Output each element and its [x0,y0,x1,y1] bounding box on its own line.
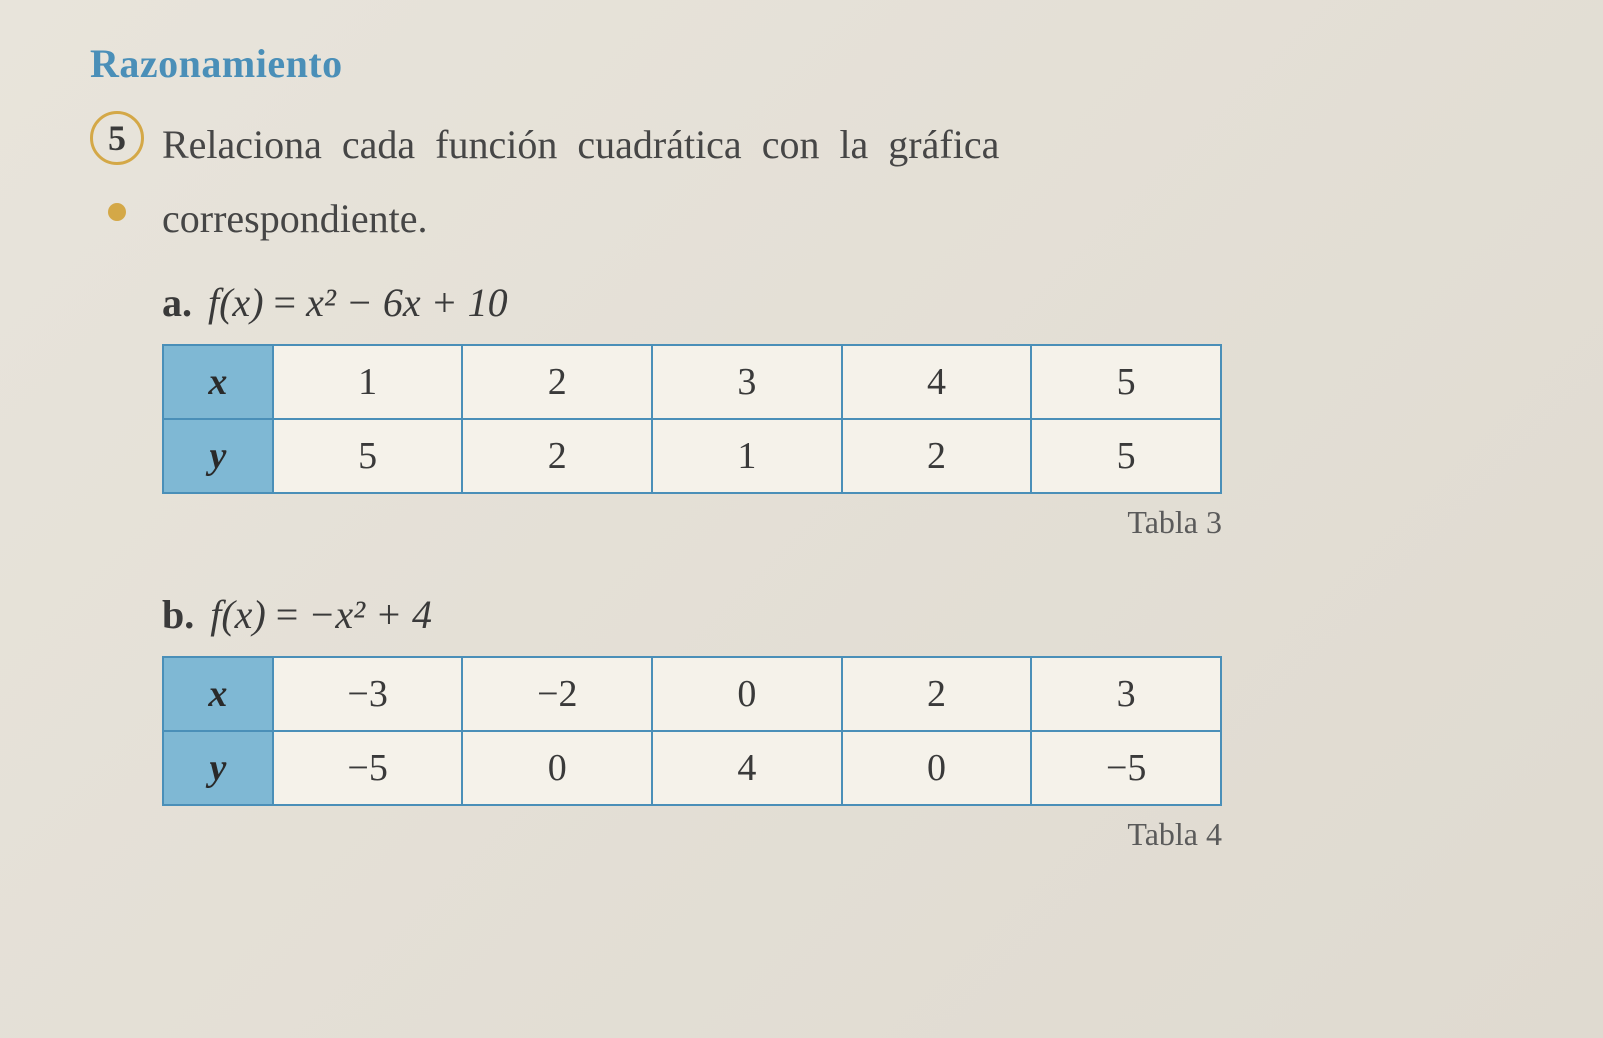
table-header-x: x [163,345,273,419]
formula-b: b. f(x) = −x² + 4 [162,591,1513,638]
table-cell: 2 [842,657,1032,731]
formula-b-lhs: f(x) [210,591,266,638]
table-cell: −5 [1031,731,1221,805]
table-cell: 5 [1031,419,1221,493]
table-cell: 2 [842,419,1032,493]
part-a-label: a. [162,279,192,326]
table-cell: 1 [273,345,463,419]
table-cell: 0 [652,657,842,731]
table-cell: 4 [652,731,842,805]
question-continuation: correspondiente. [90,185,1513,249]
table-cell: −5 [273,731,463,805]
table-row: y −5 0 4 0 −5 [163,731,1221,805]
table-cell: 1 [652,419,842,493]
table-cell: 2 [462,345,652,419]
table-cell: 3 [652,345,842,419]
table-cell: 2 [462,419,652,493]
question-text-line1: Relaciona cada función cuadrática con la… [162,111,999,175]
table-header-x: x [163,657,273,731]
table-row: x 1 2 3 4 5 [163,345,1221,419]
table-header-y: y [163,731,273,805]
formula-a-rhs: x² − 6x + 10 [306,279,507,326]
table-a: x 1 2 3 4 5 y 5 2 1 2 5 [162,344,1222,494]
table-a-caption: Tabla 3 [162,504,1222,541]
question-row: 5 Relaciona cada función cuadrática con … [90,111,1513,175]
table-cell: 5 [273,419,463,493]
table-cell: −2 [462,657,652,731]
table-row: y 5 2 1 2 5 [163,419,1221,493]
question-text-line2: correspondiente. [162,185,427,249]
table-cell: −3 [273,657,463,731]
table-header-y: y [163,419,273,493]
formula-b-rhs: −x² + 4 [308,591,432,638]
table-row: x −3 −2 0 2 3 [163,657,1221,731]
table-cell: 5 [1031,345,1221,419]
table-cell: 3 [1031,657,1221,731]
bullet-icon [90,185,144,221]
equals-sign: = [276,591,299,638]
table-b: x −3 −2 0 2 3 y −5 0 4 0 −5 [162,656,1222,806]
formula-a-lhs: f(x) [208,279,264,326]
formula-a: a. f(x) = x² − 6x + 10 [162,279,1513,326]
part-a: a. f(x) = x² − 6x + 10 x 1 2 3 4 5 y 5 2… [162,279,1513,541]
part-b-label: b. [162,591,194,638]
table-cell: 4 [842,345,1032,419]
table-b-caption: Tabla 4 [162,816,1222,853]
equals-sign: = [274,279,297,326]
question-number: 5 [90,111,144,165]
table-cell: 0 [462,731,652,805]
table-cell: 0 [842,731,1032,805]
section-title: Razonamiento [90,40,1513,87]
part-b: b. f(x) = −x² + 4 x −3 −2 0 2 3 y −5 0 4… [162,591,1513,853]
